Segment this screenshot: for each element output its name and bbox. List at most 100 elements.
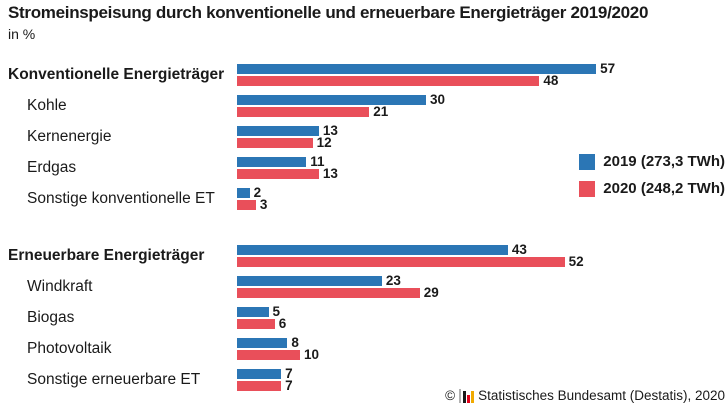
bar-row: Kernenergie 13 12 xyxy=(0,123,728,150)
bar-line-2019: 43 xyxy=(237,242,584,257)
bar-line-2020: 7 xyxy=(237,378,293,393)
value-label-2019: 5 xyxy=(272,304,281,319)
value-label-2019: 2 xyxy=(253,185,262,200)
legend-swatch-2019-icon xyxy=(579,153,596,170)
value-label-2020: 21 xyxy=(373,104,389,119)
bar-pair: 57 48 xyxy=(237,61,616,88)
bar-line-2020: 3 xyxy=(237,197,268,212)
bar-row: Sonstige konventionelle ET 2 3 xyxy=(0,185,728,212)
bar-pair: 8 10 xyxy=(237,335,319,361)
legend-item-2020: 2020 (248,2 TWh) xyxy=(579,180,725,197)
bar-2020 xyxy=(237,200,256,210)
bar-line-2020: 29 xyxy=(237,285,439,300)
category-label: Konventionelle Energieträger xyxy=(8,65,225,83)
bar-row: Windkraft 23 29 xyxy=(0,273,728,300)
value-label-2019: 57 xyxy=(600,61,616,76)
bar-2019 xyxy=(237,276,382,286)
category-label: Photovoltaik xyxy=(27,339,112,357)
bar-pair: 43 52 xyxy=(237,242,584,269)
bar-2020 xyxy=(237,288,420,298)
logo-bar-black xyxy=(463,390,467,403)
bar-2019 xyxy=(237,95,426,105)
category-label: Kernenergie xyxy=(27,127,112,145)
bar-2019 xyxy=(237,64,597,74)
value-label-2019: 13 xyxy=(322,123,338,138)
bar-row: Konventionelle Energieträger 57 48 xyxy=(0,61,728,88)
bar-2019 xyxy=(237,157,307,167)
category-label: Erneuerbare Energieträger xyxy=(8,246,205,264)
destatis-logo-icon xyxy=(459,388,475,403)
value-label-2020: 3 xyxy=(259,197,268,212)
bar-line-2019: 11 xyxy=(237,154,338,169)
bar-2020 xyxy=(237,76,540,86)
category-label: Erdgas xyxy=(27,158,77,176)
value-label-2019: 43 xyxy=(511,242,527,257)
bar-2020 xyxy=(237,169,319,179)
bar-line-2019: 30 xyxy=(237,92,446,107)
bar-2020 xyxy=(237,257,565,267)
bar-line-2020: 6 xyxy=(237,316,287,331)
bar-line-2019: 2 xyxy=(237,185,267,200)
bar-line-2019: 5 xyxy=(237,304,286,319)
copyright-symbol: © xyxy=(445,388,456,403)
category-label: Windkraft xyxy=(27,277,93,295)
legend-item-2019: 2019 (273,3 TWh) xyxy=(579,153,725,170)
bar-2019 xyxy=(237,188,250,198)
bar-line-2020: 21 xyxy=(237,104,445,119)
logo-bar-red xyxy=(467,394,471,403)
legend-label-2019: 2019 (273,3 TWh) xyxy=(603,153,725,170)
category-label: Sonstige erneuerbare ET xyxy=(27,370,201,388)
value-label-2019: 23 xyxy=(385,273,401,288)
bar-line-2019: 13 xyxy=(237,123,338,138)
bar-row: Photovoltaik 8 10 xyxy=(0,335,728,362)
category-label: Kohle xyxy=(27,96,67,114)
legend-swatch-2020-icon xyxy=(579,180,596,197)
value-label-2020: 6 xyxy=(278,316,287,331)
bar-2020 xyxy=(237,107,370,117)
value-label-2019: 11 xyxy=(310,154,325,169)
value-label-2020: 48 xyxy=(543,73,559,88)
bar-line-2019: 8 xyxy=(237,335,319,350)
bar-row: Sonstige erneuerbare ET 7 7 xyxy=(0,366,728,393)
bar-2019 xyxy=(237,369,282,379)
legend: 2019 (273,3 TWh) 2020 (248,2 TWh) xyxy=(579,153,725,207)
bar-2020 xyxy=(237,350,300,360)
bar-2019 xyxy=(237,245,508,255)
bar-row: Erdgas 11 13 xyxy=(0,154,728,181)
bar-row: Erneuerbare Energieträger 43 52 xyxy=(0,242,728,269)
category-label: Sonstige konventionelle ET xyxy=(27,189,215,207)
value-label-2019: 8 xyxy=(291,335,299,350)
bar-pair: 30 21 xyxy=(237,92,446,119)
bar-2019 xyxy=(237,307,269,317)
bar-line-2020: 48 xyxy=(237,73,615,88)
bar-pair: 23 29 xyxy=(237,273,439,300)
bar-2019 xyxy=(237,338,288,348)
value-label-2020: 12 xyxy=(316,135,332,150)
chart-title: Stromeinspeisung durch konventionelle un… xyxy=(8,3,649,22)
value-label-2020: 7 xyxy=(285,378,293,393)
logo-bar-gold xyxy=(471,390,475,403)
source-text: Statistisches Bundesamt (Destatis), 2020 xyxy=(478,388,725,403)
value-label-2020: 13 xyxy=(322,166,338,181)
bar-2020 xyxy=(237,319,275,329)
chart-unit-label: in % xyxy=(8,26,36,42)
bar-row: Biogas 5 6 xyxy=(0,304,728,331)
value-label-2020: 29 xyxy=(423,285,439,300)
source-attribution: © Statistisches Bundesamt (Destatis), 20… xyxy=(445,388,725,403)
bar-line-2019: 7 xyxy=(237,366,293,381)
bar-2020 xyxy=(237,381,282,391)
value-label-2019: 7 xyxy=(285,366,293,381)
bar-row: Kohle 30 21 xyxy=(0,92,728,119)
bar-line-2020: 13 xyxy=(237,166,338,181)
bar-line-2019: 23 xyxy=(237,273,439,288)
value-label-2019: 30 xyxy=(430,92,446,107)
bar-pair: 11 13 xyxy=(237,154,338,181)
bar-chart: Konventionelle Energieträger 57 48 Kohle 30 2… xyxy=(0,61,728,400)
value-label-2020: 52 xyxy=(568,254,584,269)
bar-2020 xyxy=(237,138,313,148)
legend-label-2020: 2020 (248,2 TWh) xyxy=(603,180,725,197)
